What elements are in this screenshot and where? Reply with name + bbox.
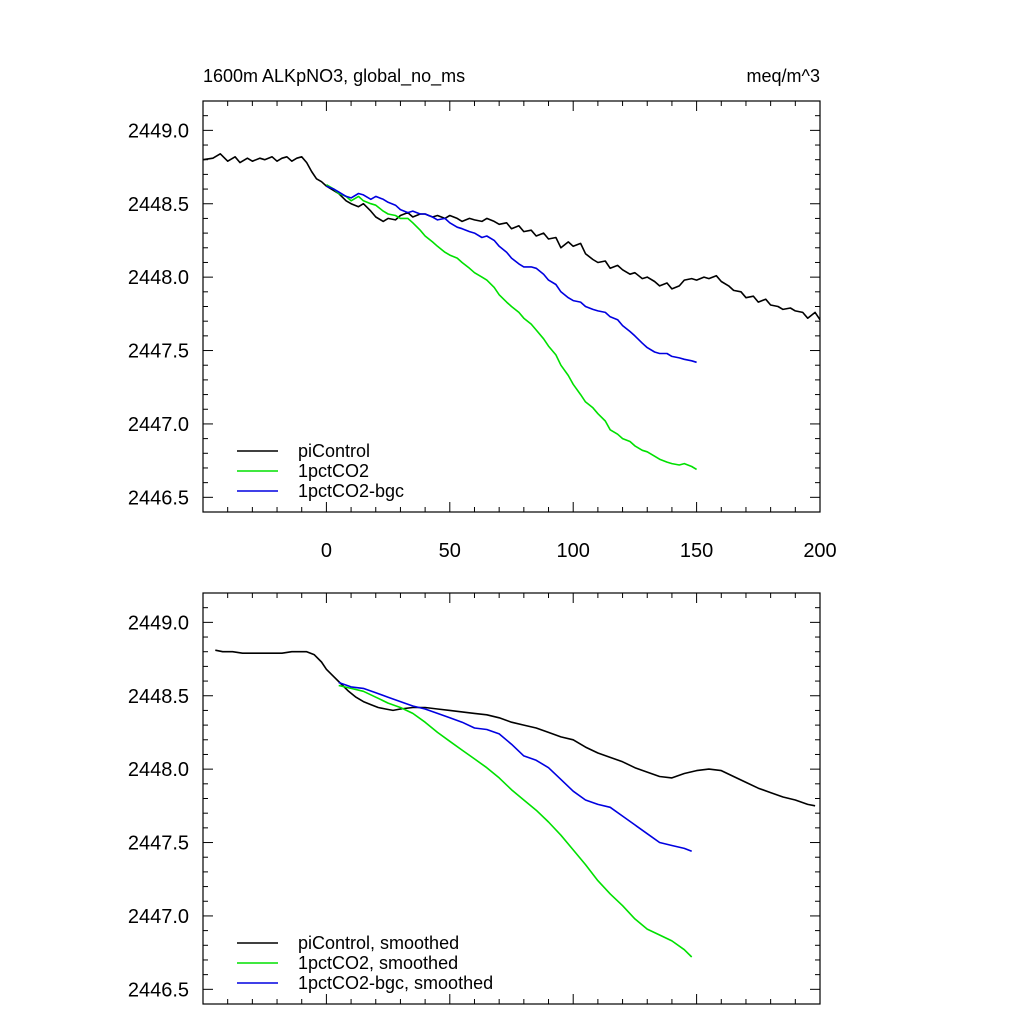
y-tick-label: 2448.5 xyxy=(128,686,189,708)
y-tick-label: 2447.0 xyxy=(128,906,189,928)
y-tick-label: 2447.0 xyxy=(128,414,189,436)
y-tick-label: 2448.0 xyxy=(128,759,189,781)
series-line xyxy=(338,681,692,853)
plot-frame xyxy=(202,592,821,1005)
legend-label: piControl xyxy=(298,441,370,461)
y-tick-label: 2448.0 xyxy=(128,267,189,289)
panel-bottom: 2446.5 2447.0 2447.5 2448.0 2448.5 2449.0 piCo… xyxy=(128,592,821,1005)
series-line xyxy=(338,684,693,958)
x-tick-label: 200 xyxy=(803,540,836,562)
y-tick-label: 2448.5 xyxy=(128,194,189,216)
legend-label: 1pctCO2-bgc xyxy=(298,481,404,501)
panel-top: 1600m ALKpNO3, global_no_ms meq/m^3 2446… xyxy=(128,66,837,562)
y-tick-label: 2446.5 xyxy=(128,487,189,509)
x-tick-label: 0 xyxy=(321,540,332,562)
chart-title-left: 1600m ALKpNO3, global_no_ms xyxy=(203,66,465,87)
y-tick-label: 2446.5 xyxy=(128,979,189,1001)
series-line xyxy=(326,185,697,364)
y-tick-label: 2449.0 xyxy=(128,612,189,634)
chart-title-right: meq/m^3 xyxy=(747,66,820,86)
series-line xyxy=(202,153,821,321)
x-tick-label: 50 xyxy=(439,540,461,562)
x-tick-label: 150 xyxy=(680,540,713,562)
legend-label: 1pctCO2, smoothed xyxy=(298,953,458,973)
legend-label: 1pctCO2-bgc, smoothed xyxy=(298,973,493,993)
y-tick-label: 2447.5 xyxy=(128,833,189,855)
legend-label: 1pctCO2 xyxy=(298,461,369,481)
legend-label: piControl, smoothed xyxy=(298,933,459,953)
series-line xyxy=(215,649,816,807)
series-line xyxy=(325,184,698,471)
x-tick-label: 100 xyxy=(557,540,590,562)
y-tick-label: 2447.5 xyxy=(128,341,189,363)
y-tick-label: 2449.0 xyxy=(128,120,189,142)
